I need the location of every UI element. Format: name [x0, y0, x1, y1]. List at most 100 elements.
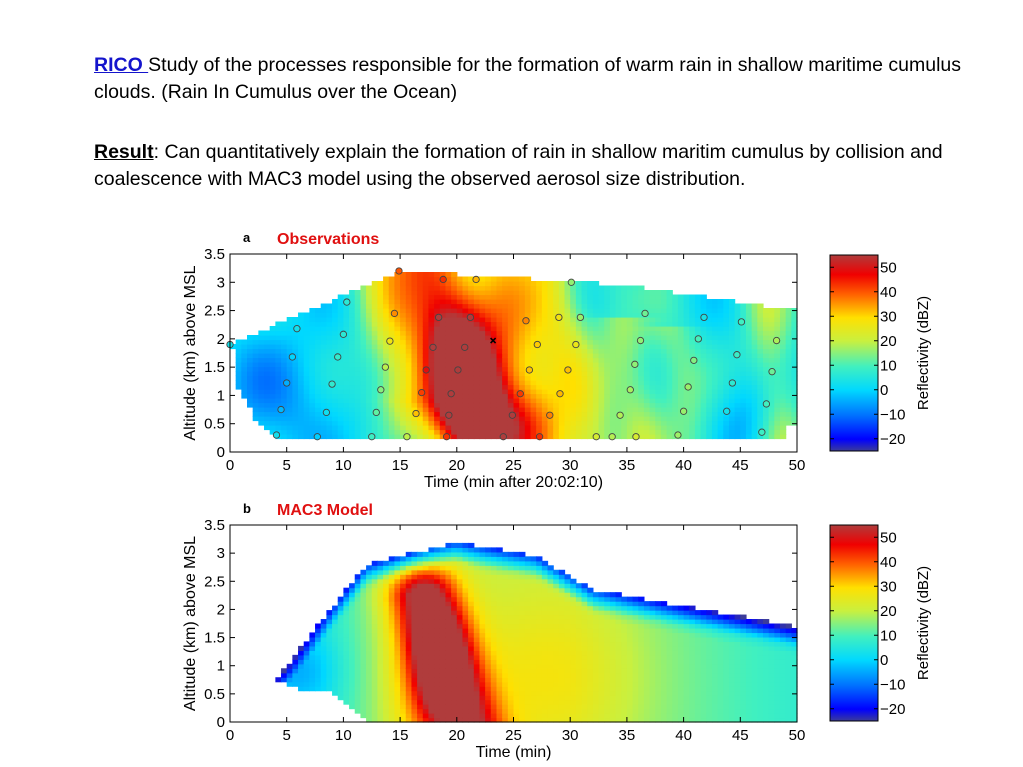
sample-point: [555, 313, 563, 322]
heat-cell: [683, 389, 690, 395]
heat-cell: [417, 654, 424, 660]
heat-cell: [536, 425, 543, 431]
heat-cell: [434, 717, 441, 723]
heat-cell: [235, 362, 242, 368]
heat-cell: [451, 672, 458, 678]
heat-cell: [349, 362, 356, 368]
heat-cell: [587, 362, 594, 368]
heat-cell: [462, 583, 469, 589]
heat-cell: [660, 434, 668, 440]
heat-cell: [309, 416, 316, 422]
heat-cell: [451, 371, 458, 377]
heat-cell: [394, 583, 401, 589]
heat-cell: [564, 672, 571, 678]
heat-cell: [468, 389, 475, 395]
heat-cell: [320, 393, 327, 399]
heat-cell: [706, 366, 713, 372]
heat-cell: [456, 569, 464, 575]
heat-cell: [524, 614, 532, 620]
heat-cell: [717, 407, 724, 413]
heat-cell: [689, 398, 696, 404]
heat-cell: [502, 717, 509, 723]
heat-cell: [337, 645, 344, 651]
heat-cell: [740, 371, 747, 377]
heat-cell: [326, 636, 333, 643]
heat-cell: [689, 299, 696, 305]
heat-cell: [689, 420, 696, 426]
rico-link[interactable]: RICO: [94, 53, 149, 76]
heat-cell: [558, 668, 566, 674]
heat-cell: [541, 587, 549, 593]
heat-cell: [638, 321, 645, 327]
heat-cell: [581, 402, 588, 408]
heat-cell: [417, 610, 424, 616]
heat-cell: [360, 389, 367, 395]
heat-cell: [417, 627, 424, 634]
heat-cell: [632, 312, 639, 318]
heat-cell: [745, 416, 753, 422]
heat-cell: [553, 663, 560, 669]
heat-cell: [762, 434, 770, 440]
heat-cell: [530, 407, 537, 413]
heat-cell: [394, 371, 401, 377]
heat-cell: [473, 285, 481, 291]
heat-cell: [332, 429, 339, 435]
heat-cell: [485, 551, 492, 557]
heat-cell: [456, 645, 464, 651]
heat-cell: [439, 650, 447, 656]
reflectivity-field: [275, 542, 798, 723]
heat-cell: [655, 375, 662, 381]
heat-cell: [309, 672, 316, 678]
heat-cell: [337, 672, 344, 678]
heat-cell: [575, 353, 583, 359]
heat-cell: [303, 672, 310, 678]
heat-cell: [400, 335, 407, 341]
heat-cell: [479, 375, 486, 381]
heat-cell: [791, 321, 798, 327]
heat-cell: [388, 556, 396, 562]
heat-cell: [632, 321, 639, 327]
heat-cell: [677, 384, 685, 390]
heat-cell: [383, 434, 390, 440]
heat-cell: [360, 366, 367, 372]
heat-cell: [479, 708, 486, 714]
heat-cell: [394, 565, 401, 571]
heat-cell: [553, 429, 560, 435]
heat-cell: [264, 344, 271, 350]
heat-cell: [711, 303, 719, 309]
heat-cell: [371, 708, 379, 714]
heat-cell: [757, 407, 764, 413]
heat-cell: [502, 312, 509, 318]
heat-cell: [558, 357, 566, 363]
heat-cell: [558, 569, 566, 575]
heat-cell: [366, 610, 373, 616]
heat-cell: [541, 601, 549, 607]
heat-cell: [672, 326, 679, 332]
heat-cell: [258, 420, 265, 426]
heat-cell: [536, 326, 543, 332]
heat-cell: [468, 574, 475, 580]
heat-cell: [371, 659, 379, 665]
heat-cell: [530, 623, 537, 629]
heat-cell: [558, 366, 566, 372]
heat-cell: [292, 681, 299, 687]
heat-cell: [315, 389, 322, 395]
heat-cell: [371, 605, 379, 611]
heat-cell: [366, 321, 373, 327]
heat-cell: [394, 344, 401, 350]
heat-cell: [677, 353, 685, 359]
heat-cell: [343, 303, 350, 309]
heat-cell: [360, 704, 367, 710]
heat-cell: [751, 416, 758, 422]
heat-cell: [570, 619, 577, 625]
heat-cell: [309, 375, 316, 381]
heat-cell: [524, 299, 532, 305]
heat-cell: [451, 713, 458, 719]
heat-cell: [728, 357, 736, 363]
heat-cell: [275, 348, 282, 354]
heat-cell: [615, 308, 622, 314]
heat-cell: [434, 574, 441, 580]
heat-cell: [530, 420, 537, 426]
heat-cell: [309, 411, 316, 417]
heat-cell: [530, 416, 537, 422]
